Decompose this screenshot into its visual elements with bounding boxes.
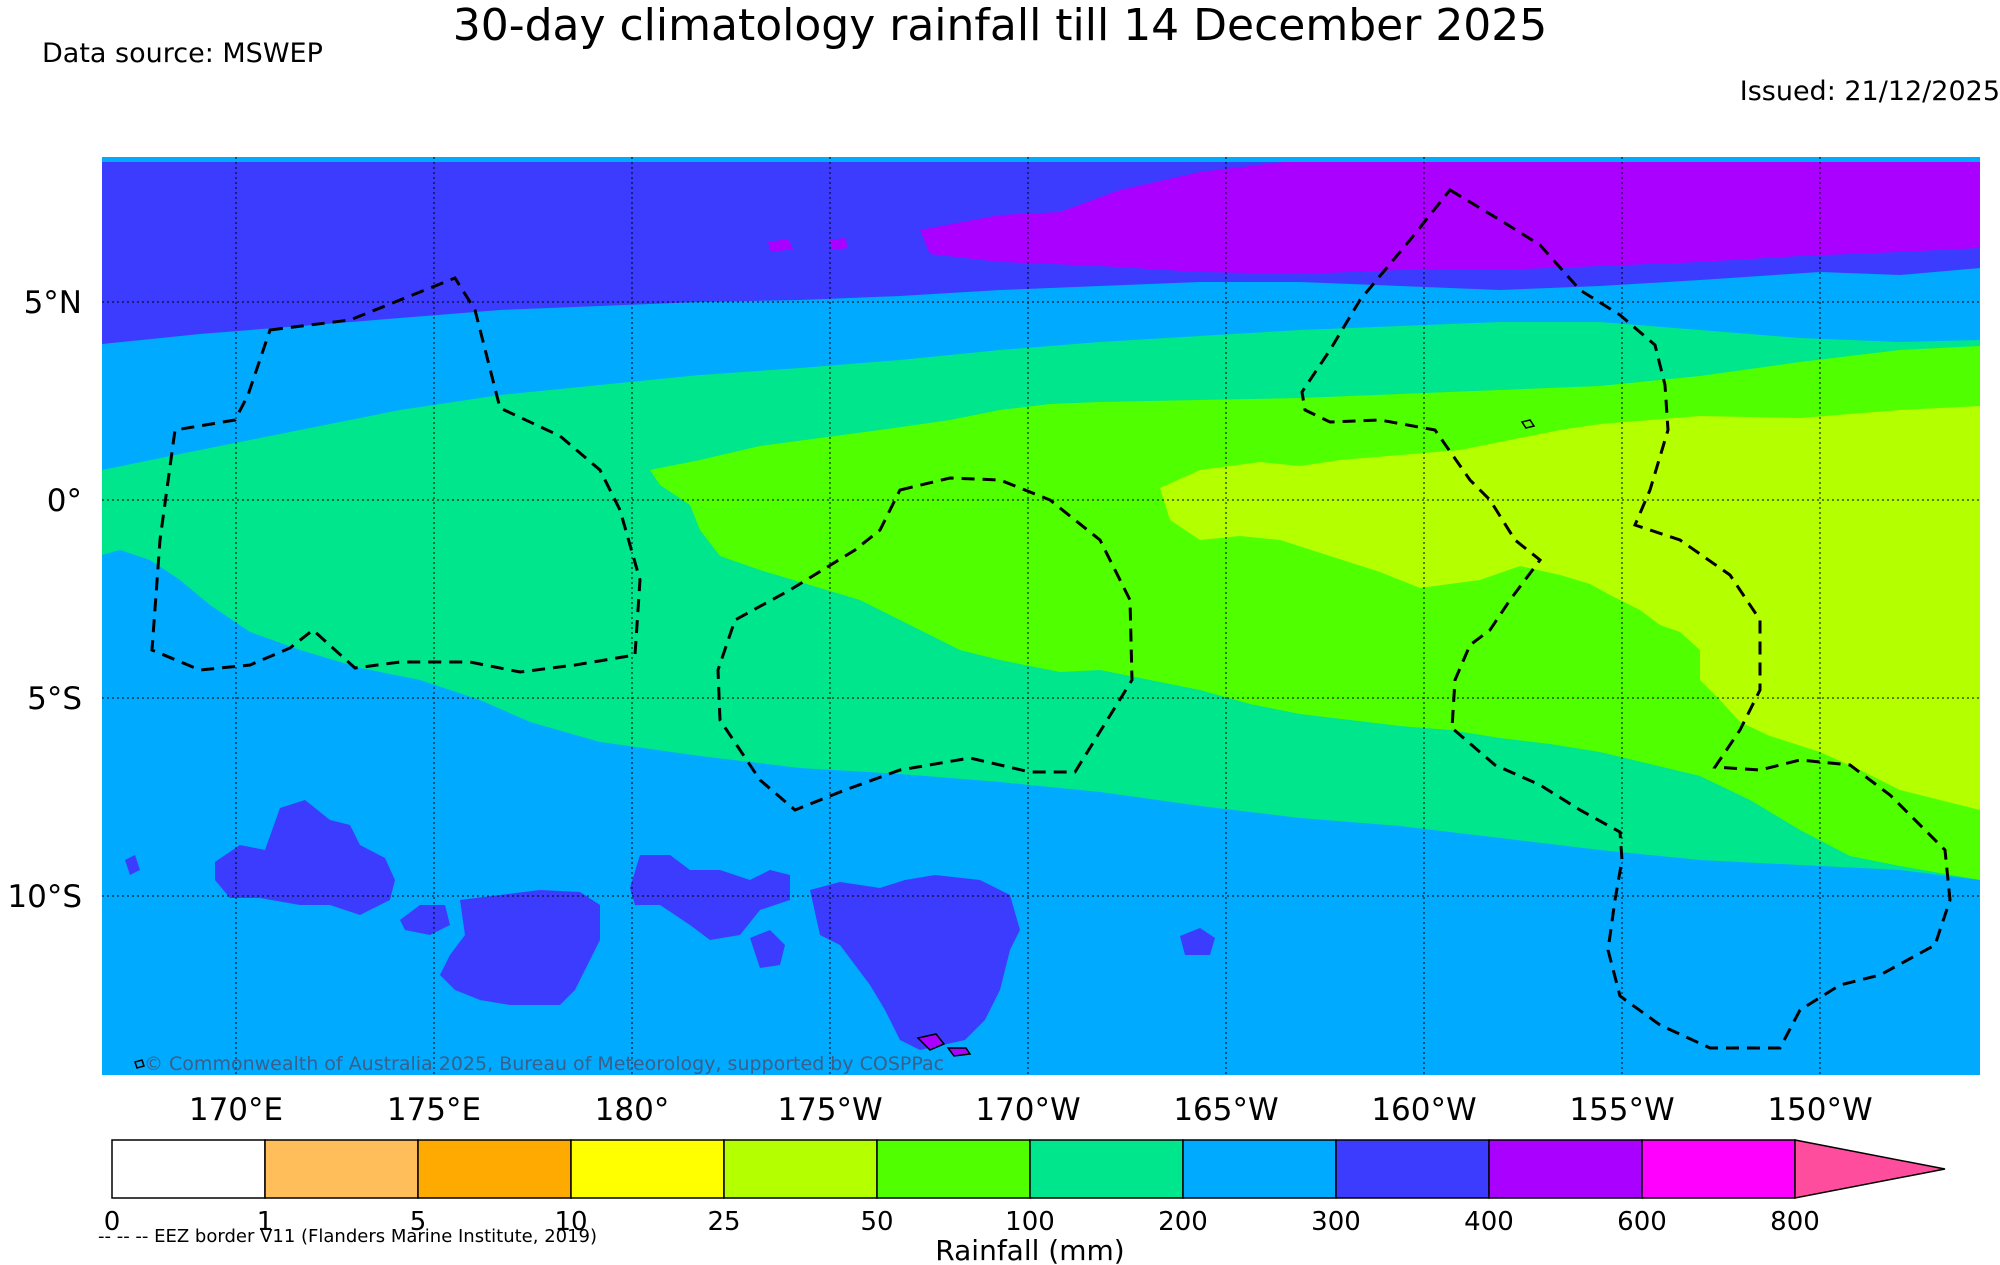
colorbar-swatch bbox=[417, 1139, 572, 1199]
lon-label: 160°W bbox=[1371, 1092, 1476, 1128]
colorbar-swatch bbox=[1029, 1139, 1184, 1199]
lon-label: 155°W bbox=[1569, 1092, 1674, 1128]
lon-label: 180° bbox=[595, 1092, 670, 1128]
latitude-labels: 5°N 0° 5°S 10°S bbox=[7, 285, 82, 915]
colorbar-tick-label: 0 bbox=[104, 1207, 121, 1237]
lon-label: 165°W bbox=[1173, 1092, 1278, 1128]
colorbar-tick-label: 100 bbox=[1005, 1207, 1055, 1237]
colorbar-swatch bbox=[1182, 1139, 1337, 1199]
colorbar-tick-label: 5 bbox=[410, 1207, 427, 1237]
colorbar-swatch bbox=[876, 1139, 1031, 1199]
colorbar-tick-label: 1 bbox=[257, 1207, 274, 1237]
colorbar-tick-label: 600 bbox=[1617, 1207, 1667, 1237]
lon-label: 170°W bbox=[975, 1092, 1080, 1128]
colorbar-tick-label: 10 bbox=[554, 1207, 587, 1237]
map-title: 30-day climatology rainfall till 14 Dece… bbox=[452, 0, 1548, 51]
colorbar-tick-label: 800 bbox=[1770, 1207, 1820, 1237]
eez-borders bbox=[150, 188, 1952, 1050]
lat-label: 0° bbox=[47, 483, 82, 519]
colorbar-swatch bbox=[264, 1139, 419, 1199]
colorbar-swatch bbox=[570, 1139, 725, 1199]
band-25-50 bbox=[1160, 406, 1980, 810]
colorbar-ticks: 0 1 5 10 25 50 100 200 300 400 600 800 bbox=[104, 1207, 1820, 1237]
colorbar-tick-label: 50 bbox=[860, 1207, 893, 1237]
colorbar-tick-label: 300 bbox=[1311, 1207, 1361, 1237]
colorbar-swatch bbox=[1335, 1139, 1490, 1199]
islands bbox=[134, 419, 1536, 1069]
colorbar-tick-label: 200 bbox=[1158, 1207, 1208, 1237]
colorbar-extend-arrow bbox=[1794, 1139, 1946, 1199]
data-source-label: Data source: MSWEP bbox=[42, 38, 323, 69]
purple-patch bbox=[768, 238, 848, 252]
band-400-600-north bbox=[920, 157, 1980, 274]
band-200-300-top bbox=[102, 157, 1980, 162]
eez-border-note: -- -- -- EEZ border V11 (Flanders Marine… bbox=[98, 1226, 598, 1247]
lon-label: 175°W bbox=[777, 1092, 882, 1128]
colorbar-swatch bbox=[723, 1139, 878, 1199]
colorbar-swatch bbox=[1641, 1139, 1796, 1199]
colorbar-swatch bbox=[1488, 1139, 1643, 1199]
lat-label: 5°S bbox=[27, 681, 82, 717]
colorbar-title: Rainfall (mm) bbox=[935, 1234, 1124, 1265]
lon-label: 150°W bbox=[1767, 1092, 1872, 1128]
colorbar-tick-label: 400 bbox=[1464, 1207, 1514, 1237]
copyright-notice: © Commonwealth of Australia 2025, Bureau… bbox=[144, 1053, 944, 1075]
band-300-400-south bbox=[125, 800, 1215, 1050]
lon-label: 175°E bbox=[387, 1092, 481, 1128]
lat-label: 5°N bbox=[24, 285, 82, 321]
colorbar-swatch bbox=[111, 1139, 266, 1199]
issued-date-label: Issued: 21/12/2025 bbox=[1739, 76, 2000, 107]
lat-label: 10°S bbox=[7, 879, 82, 915]
colorbar-tick-label: 25 bbox=[707, 1207, 740, 1237]
colorbar bbox=[111, 1139, 1946, 1199]
graticule bbox=[102, 157, 1980, 1075]
longitude-labels: 170°E 175°E 180° 175°W 170°W 165°W 160°W… bbox=[189, 1092, 1873, 1128]
rainfall-field bbox=[102, 157, 1980, 1075]
lon-label: 170°E bbox=[189, 1092, 283, 1128]
